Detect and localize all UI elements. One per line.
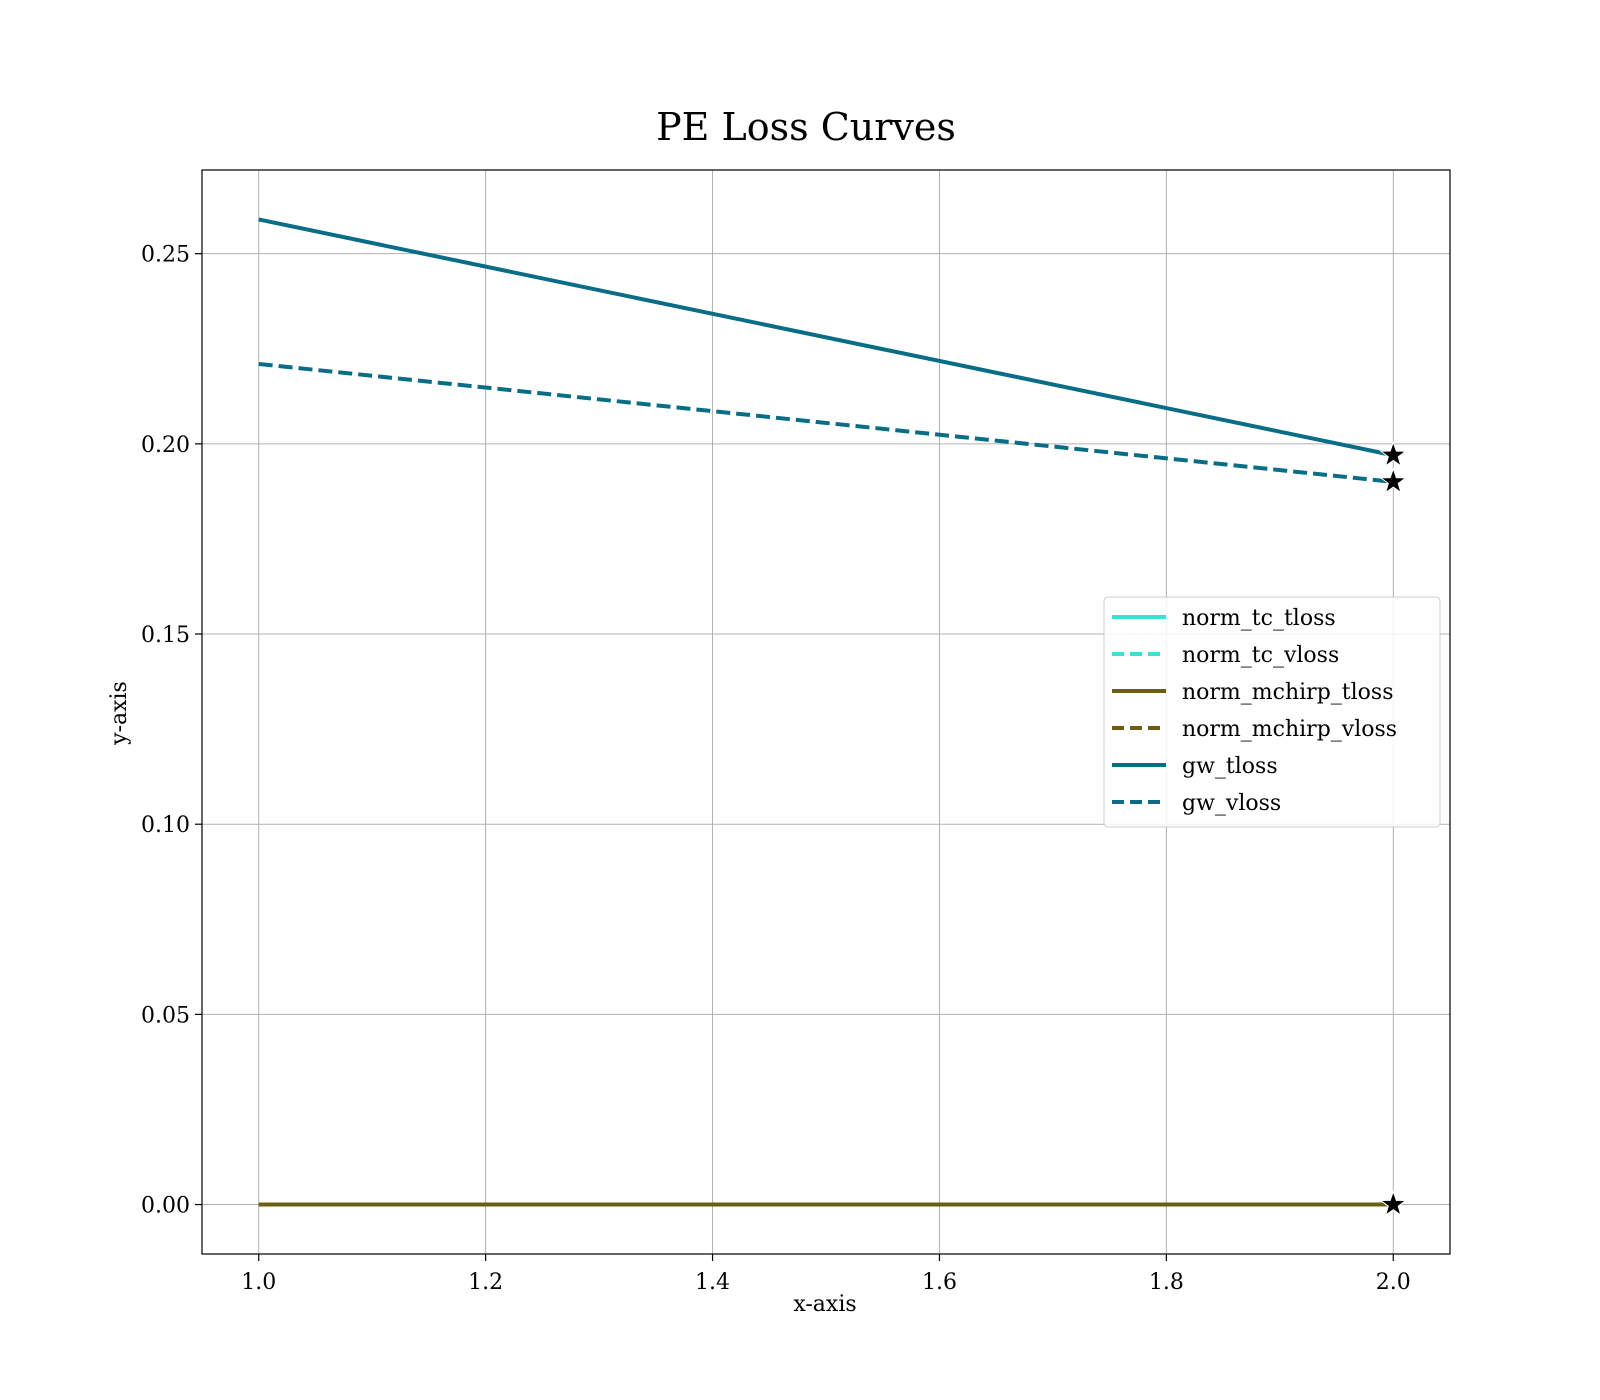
x-tick-label: 1.0 [241,1270,276,1295]
y-axis-label: y-axis [107,681,132,746]
x-tick-label: 2.0 [1376,1270,1411,1295]
tick-layer: 1.0 1.2 1.4 1.6 1.8 2.0 0.00 0.05 0.10 0.15 0.20 0.… [141,243,1411,1295]
y-tick-label: 0.10 [141,813,190,838]
y-tick-label: 0.25 [141,243,190,268]
y-tick-label: 0.05 [141,1003,190,1028]
star-marker-gw_vloss [1379,467,1408,494]
plot-area-frame [201,169,1451,1255]
marker-layer [1379,440,1408,1217]
x-tick-label: 1.6 [922,1270,957,1295]
series-line-gw_tloss [258,217,1394,458]
legend: norm_tc_tloss norm_tc_vloss norm_mchirp_tl… [1103,596,1441,828]
legend-label: gw_tloss [1182,754,1278,779]
legend-label: norm_mchirp_tloss [1182,680,1393,705]
y-tick-label: 0.15 [141,623,190,648]
legend-label: gw_vloss [1182,791,1281,816]
legend-label: norm_mchirp_vloss [1182,717,1397,742]
star-marker-norm_mchirp_vloss [1379,1190,1408,1217]
x-axis-label: x-axis [793,1292,856,1317]
star-marker-gw_tloss [1379,440,1408,468]
y-tick-label: 0.20 [141,433,190,458]
x-tick-label: 1.8 [1149,1270,1184,1295]
legend-box [1103,596,1441,828]
legend-label: norm_tc_vloss [1182,643,1339,668]
chart-title: PE Loss Curves [656,105,956,149]
series-line-gw_vloss [258,361,1394,484]
series-layer [258,217,1394,1207]
legend-label: norm_tc_tloss [1182,606,1336,631]
x-tick-label: 1.4 [695,1270,730,1295]
x-tick-label: 1.2 [468,1270,503,1295]
y-tick-label: 0.00 [141,1194,190,1219]
